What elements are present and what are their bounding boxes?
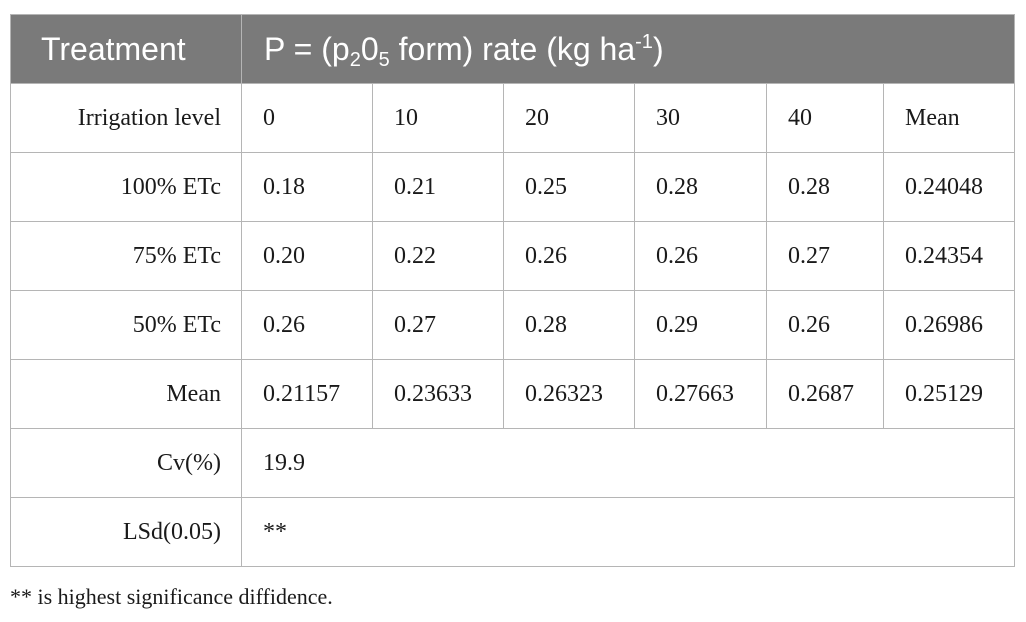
table-row: 50% ETc 0.26 0.27 0.28 0.29 0.26 0.26986 [10,290,1016,360]
lsd-label: LSd(0.05) [10,497,242,567]
table-cell: 0.23633 [372,359,504,429]
table-cell: 0.27 [372,290,504,360]
table-cell: 0.22 [372,221,504,291]
table-cell: 0.26 [241,290,373,360]
row-label: Mean [10,359,242,429]
table-cell: 0.28 [766,152,884,222]
rate-header-rest: form) rate (kg ha [389,30,636,67]
table-cell: 0.26323 [503,359,635,429]
rate-header-sub2: 5 [378,48,390,71]
row-label: 50% ETc [10,290,242,360]
table-footnote: ** is highest significance diffidence. [10,584,333,609]
table-cell: 0.28 [503,290,635,360]
column-label: 10 [372,83,504,153]
header-row: Treatment P = (p205 form) rate (kg ha-1) [10,14,1016,84]
rate-header-sup: -1 [635,30,653,53]
table-cell: 0.26 [634,221,767,291]
row-label: 75% ETc [10,221,242,291]
column-label: Mean [882,83,1016,153]
rate-header-close: ) [652,30,664,67]
table-cell: 0.26 [503,221,635,291]
table-cell: 0.26 [766,290,884,360]
table-cell: 0.26986 [882,290,1016,360]
table-cell: 0.21157 [241,359,373,429]
cv-label: Cv(%) [10,428,242,498]
table-cell: 0.29 [634,290,767,360]
cv-value: 19.9 [240,428,1016,498]
table-cell: 0.20 [241,221,373,291]
column-label: 40 [766,83,884,153]
table-row: 100% ETc 0.18 0.21 0.25 0.28 0.28 0.2404… [10,152,1016,222]
lsd-row: LSd(0.05) ** [10,497,1016,567]
table-cell: 0.25129 [882,359,1016,429]
rate-header-mid: 0 [360,30,379,67]
rate-header-prefix: P = (p [264,30,350,67]
table-cell: 0.27663 [634,359,767,429]
rate-header-sub1: 2 [349,48,361,71]
table-cell: 0.2687 [766,359,884,429]
table-cell: 0.24354 [882,221,1016,291]
row-label: 100% ETc [10,152,242,222]
column-labels-row: Irrigation level 0 10 20 30 40 Mean [10,83,1016,153]
column-label: 0 [241,83,373,153]
data-table: Treatment P = (p205 form) rate (kg ha-1)… [10,14,1016,567]
table-cell: 0.18 [241,152,373,222]
irrigation-level-label: Irrigation level [10,83,242,153]
table-cell: 0.28 [634,152,767,222]
table-cell: 0.24048 [882,152,1016,222]
table-cell: 0.25 [503,152,635,222]
column-label: 20 [503,83,635,153]
rate-header: P = (p205 form) rate (kg ha-1) [240,14,1016,84]
table-row: Mean 0.21157 0.23633 0.26323 0.27663 0.2… [10,359,1016,429]
column-label: 30 [634,83,767,153]
table-row: 75% ETc 0.20 0.22 0.26 0.26 0.27 0.24354 [10,221,1016,291]
data-table-container: Treatment P = (p205 form) rate (kg ha-1)… [10,14,1016,567]
table-cell: 0.21 [372,152,504,222]
table-cell: 0.27 [766,221,884,291]
cv-row: Cv(%) 19.9 [10,428,1016,498]
lsd-value: ** [240,497,1016,567]
treatment-header: Treatment [10,14,242,84]
